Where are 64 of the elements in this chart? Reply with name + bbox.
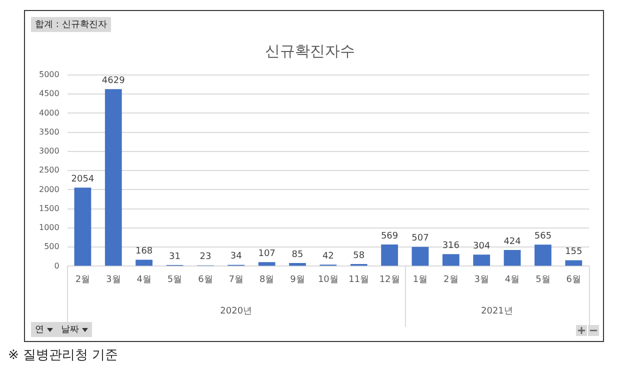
data-label: 507 <box>412 234 429 244</box>
x-tick-label: 5월 <box>536 274 550 285</box>
x-tick-label: 10월 <box>318 274 338 285</box>
x-tick-label: 4월 <box>136 274 152 285</box>
y-tick-label: 4000 <box>39 108 60 118</box>
x-tick-label: 3월 <box>106 274 121 285</box>
text: 날짜 <box>57 322 92 337</box>
bar <box>136 260 153 266</box>
data-label: 304 <box>473 241 490 252</box>
bar <box>289 262 306 266</box>
data-label: 34 <box>230 252 242 262</box>
bar <box>104 89 122 266</box>
text: 2020년 <box>220 306 252 316</box>
y-tick-label: 4500 <box>39 89 60 98</box>
data-label: 23 <box>200 252 212 262</box>
x-tick-label: 5월 <box>167 274 182 285</box>
y-tick-label: 0 <box>54 261 60 270</box>
y-tick-label: 1500 <box>39 204 60 213</box>
data-label: 31 <box>169 252 180 262</box>
chart-title: 신규확진자수 <box>265 42 355 60</box>
bar <box>258 262 276 266</box>
x-tick-label: 6월 <box>198 274 213 285</box>
text: 연 <box>31 322 57 337</box>
bar <box>412 246 429 266</box>
y-tick-label: 500 <box>44 242 60 252</box>
data-label: 168 <box>135 246 153 257</box>
x-tick-label: 3월 <box>474 274 489 285</box>
data-label: 58 <box>353 250 365 261</box>
bar <box>473 254 490 266</box>
x-tick-label: 6월 <box>566 274 582 285</box>
data-label: 424 <box>504 236 522 247</box>
bar <box>442 254 460 266</box>
text: 합계 : 신규확진자 <box>31 17 111 32</box>
x-tick-label: 2월 <box>444 274 458 285</box>
x-tick-label: 11월 <box>348 274 370 285</box>
y-tick-label: 5000 <box>39 70 60 80</box>
data-label: 2054 <box>71 174 94 184</box>
y-tick-label: 1000 <box>39 223 60 232</box>
x-tick-label: 1월 <box>412 274 428 285</box>
text: 2021년 <box>480 306 513 316</box>
bar <box>504 250 521 266</box>
x-tick-label: 7월 <box>228 274 244 285</box>
data-label: 42 <box>322 251 334 262</box>
bar <box>565 260 582 266</box>
y-tick-label: 2000 <box>39 184 60 194</box>
data-label: 565 <box>534 231 552 242</box>
bar <box>74 188 92 266</box>
data-label: 316 <box>442 240 460 251</box>
x-tick-label: 9월 <box>290 274 305 285</box>
bar <box>381 244 398 266</box>
data-label: 155 <box>565 247 582 258</box>
y-tick-label: 3000 <box>39 146 60 156</box>
data-label: 569 <box>380 231 398 242</box>
data-label: 107 <box>258 248 276 259</box>
bar <box>534 244 552 266</box>
data-label: 85 <box>292 250 304 260</box>
x-tick-label: 2월 <box>75 274 90 285</box>
x-tick-label: 4월 <box>504 274 520 285</box>
x-tick-label: 12월 <box>379 274 400 285</box>
data-label: 4629 <box>102 76 126 86</box>
text: ※ 질병관리청 기준 <box>8 347 120 364</box>
y-tick-label: 3500 <box>39 127 60 136</box>
x-tick-label: 8월 <box>259 274 274 285</box>
y-tick-label: 2500 <box>39 166 60 175</box>
